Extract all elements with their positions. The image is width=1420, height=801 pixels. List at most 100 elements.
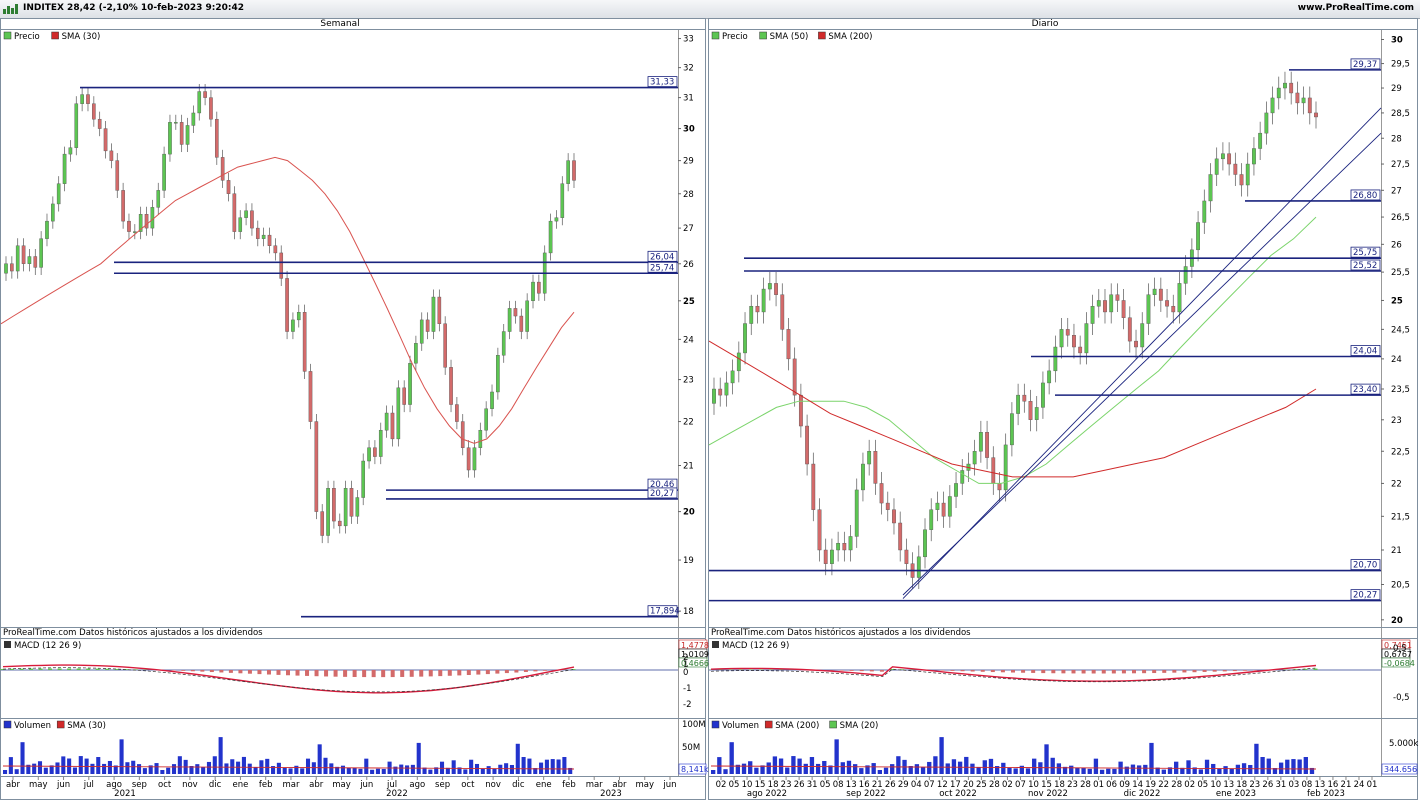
weekly-volume-bar-84 [492,768,497,774]
weekly-legend-swatch-0 [3,31,12,40]
weekly-volume-bar-46 [271,766,276,774]
weekly-volume-bar-90 [527,758,532,774]
weekly-volume-bar-75 [439,761,445,774]
daily-xlabel-23: 07 [1015,780,1026,790]
daily-level-tag-2 [1350,246,1381,258]
daily-macd-hist-24 [950,670,955,671]
weekly-candle-41 [244,210,248,218]
daily-candle-58 [1072,335,1076,348]
weekly-volume-bar-68 [399,764,404,774]
weekly-ytick-label-14: 19 [683,556,694,566]
daily-level-label-5: 23,40 [1353,385,1377,395]
weekly-volume-bar-96 [562,757,567,774]
weekly-candle-62 [367,447,371,462]
daily-macd-hist-31 [1021,670,1026,673]
daily-candle-97 [1314,112,1318,118]
weekly-macd-hist-25 [238,670,243,674]
daily-trendline-upper [902,107,1382,599]
daily-candle-5 [743,323,747,354]
weekly-candle-49 [291,319,295,332]
weekly-xlabel-20: dic [512,780,525,790]
daily-candle-74 [1171,305,1176,313]
weekly-macd-hist-4 [38,668,43,670]
daily-macd-hist-51 [1222,670,1227,672]
weekly-volume-bar-17 [102,763,107,774]
daily-candle-37 [941,502,946,517]
daily-candle-94 [1295,92,1300,104]
daily-candle-56 [1059,329,1064,348]
daily-xlabel-7: 31 [807,780,818,790]
daily-level-tag-1 [1350,189,1381,201]
weekly-macd-hist-30 [286,670,290,676]
daily-volume-bar-17 [815,763,821,774]
daily-volume-bar-82 [1217,768,1222,774]
daily-candle-21 [842,542,847,551]
weekly-volume-bar-82 [480,768,485,774]
daily-volume-bar-52 [1032,758,1037,774]
weekly-volume-tag [678,763,707,775]
weekly-candle-57 [337,520,342,527]
daily-candle-49 [1016,394,1021,414]
weekly-volume-bar-27 [160,769,165,774]
weekly-ytick-label-2: 31 [683,94,694,104]
daily-macd-hist-50 [1212,670,1217,672]
weekly-ytick-label-9: 24 [683,335,694,345]
daily-candle-22 [848,536,853,551]
weekly-volume-bar-61 [358,768,363,774]
weekly-xlabel-24: abr [612,780,627,790]
daily-candle-30 [898,522,903,551]
daily-vol-legend-label-2: SMA (20) [840,721,879,731]
daily-ytick-label-15: 22,5 [1391,447,1410,457]
daily-xlabel-47: 16 [1328,780,1339,790]
daily-volume-bar-54 [1044,744,1049,774]
daily-vol-legend-label-0: Volumen [722,721,759,731]
daily-volume-bar-88 [1254,743,1259,774]
weekly-volume-bar-95 [556,759,561,774]
site-link[interactable]: www.ProRealTime.com [1297,3,1414,13]
daily-volume-bar-56 [1056,763,1062,774]
weekly-panel-frame [0,18,706,800]
weekly-ytick-label-0: 33 [683,35,694,45]
weekly-candle-93 [548,220,553,254]
weekly-macd-hist-18 [171,670,176,671]
daily-macd-hist-46 [1172,670,1177,673]
daily-volume-bar-55 [1050,757,1055,774]
weekly-macd-hist-34 [324,670,329,677]
weekly-candle-26 [156,190,161,208]
weekly-volume-bar-10 [61,756,66,774]
daily-level-tag-0 [1350,58,1381,70]
daily-volume-bar-60 [1081,767,1086,774]
weekly-candle-14 [86,94,90,104]
daily-xlabel-36: 02 [1184,780,1195,790]
weekly-volume-value: 8,141k [681,765,709,774]
weekly-volume-bar-81 [474,763,480,774]
daily-candle-63 [1103,300,1107,313]
weekly-candle-70 [414,343,418,364]
weekly-candle-12 [74,103,79,148]
daily-volume-bar-84 [1229,768,1234,774]
daily-macd-legend: MACD (12 26 9) [722,641,789,651]
weekly-macd-hist-3 [29,668,34,670]
daily-macd-hist-47 [1182,670,1187,673]
daily-macd-hist-32 [1031,670,1036,673]
weekly-macd-hist-35 [333,670,338,677]
weekly-candle-33 [197,91,202,114]
weekly-ytick-label-15: 18 [683,607,694,617]
weekly-candle-29 [174,122,178,124]
daily-volume-bar-32 [908,766,913,774]
daily-xlabel-30: 06 [1106,780,1117,790]
weekly-candle-82 [484,408,488,431]
weekly-volume-bar-32 [189,766,194,774]
daily-candle-70 [1146,294,1151,324]
daily-macd-hist-28 [990,670,995,673]
daily-macd-hist-25 [960,670,965,672]
weekly-volume-bar-69 [405,765,410,774]
daily-macd-hist-4 [748,669,753,670]
weekly-macd-hist-20 [190,670,195,672]
weekly-xlabel-18: oct [461,780,475,790]
weekly-volume-bar-28 [166,767,171,774]
daily-ytick-label-12: 24 [1391,355,1402,365]
weekly-vol-legend-swatch-0 [3,720,12,729]
daily-xlabel-4: 18 [768,780,779,790]
